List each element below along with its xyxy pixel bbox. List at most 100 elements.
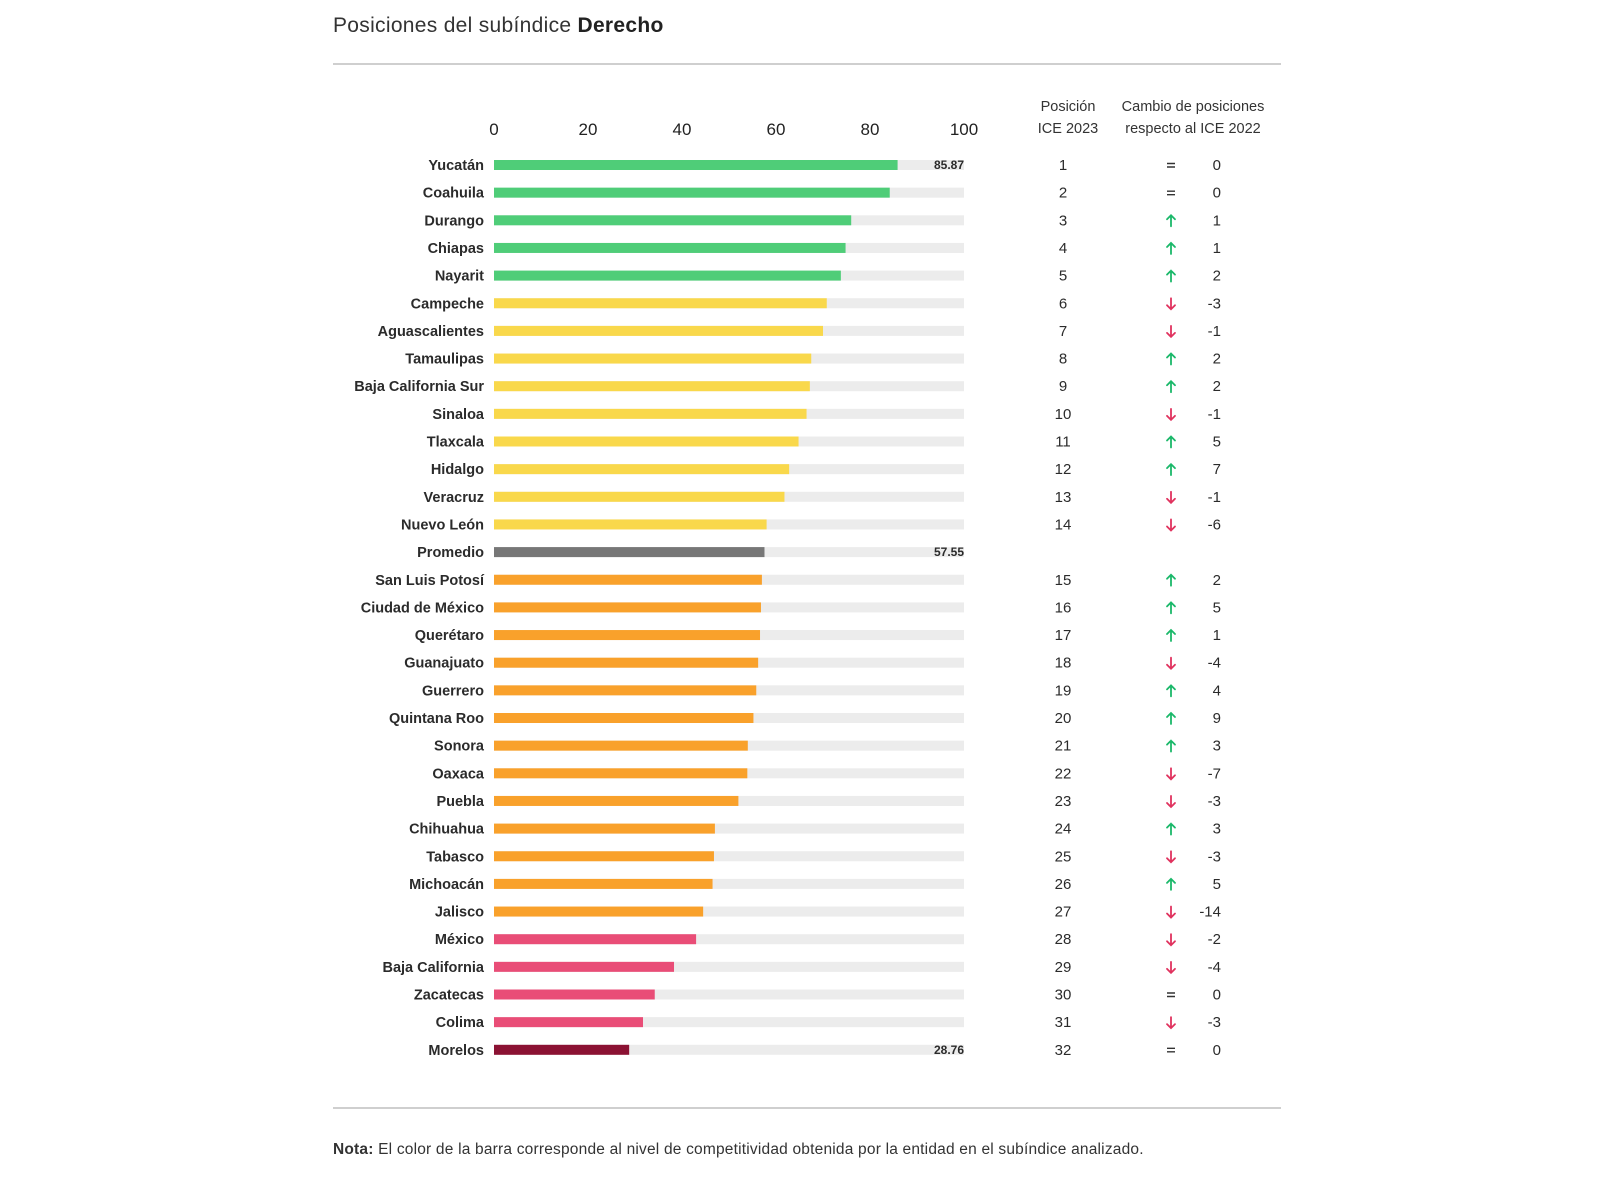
state-label: Oaxaca	[432, 766, 485, 782]
state-label: Veracruz	[424, 490, 484, 506]
x-tick-label: 60	[767, 120, 786, 139]
equal-icon	[1167, 162, 1175, 168]
arrow-down-icon	[1166, 518, 1176, 532]
arrow-down-icon	[1166, 905, 1176, 919]
equal-icon	[1167, 190, 1175, 196]
arrow-down-icon	[1166, 325, 1176, 339]
bar	[494, 768, 748, 779]
position-value: 12	[1055, 461, 1072, 478]
arrow-up-icon	[1166, 214, 1176, 228]
change-value: 0	[1213, 987, 1221, 1004]
state-label: Chihuahua	[409, 822, 485, 838]
chart-title-bold: Derecho	[577, 14, 664, 37]
change-value: 5	[1213, 434, 1221, 451]
position-value: 8	[1059, 351, 1067, 368]
bar	[494, 630, 761, 641]
bar	[494, 934, 697, 945]
change-value: -6	[1208, 516, 1221, 533]
position-value: 6	[1059, 295, 1067, 312]
change-value: 1	[1213, 627, 1221, 644]
change-value: -1	[1208, 489, 1221, 506]
x-tick-label: 0	[489, 120, 498, 139]
bar-track	[494, 1017, 964, 1028]
change-value: 9	[1213, 710, 1221, 727]
chart-title: Posiciones del subíndice Derecho	[333, 14, 664, 38]
position-value: 29	[1055, 959, 1072, 976]
position-value: 26	[1055, 876, 1072, 893]
change-value: 7	[1213, 461, 1221, 478]
bar	[494, 823, 715, 834]
change-header-line2: respecto al ICE 2022	[1125, 121, 1261, 137]
change-value: -3	[1208, 295, 1221, 312]
change-value: -1	[1208, 323, 1221, 340]
position-value: 10	[1055, 406, 1072, 423]
arrow-up-icon	[1166, 601, 1176, 615]
arrow-up-icon	[1166, 352, 1176, 366]
position-value: 15	[1055, 572, 1072, 589]
bar	[494, 547, 765, 558]
state-label: Tlaxcala	[427, 435, 485, 451]
change-value: 2	[1213, 268, 1221, 285]
state-label: Hidalgo	[431, 462, 484, 478]
position-value: 18	[1055, 655, 1072, 672]
change-value: -1	[1208, 406, 1221, 423]
change-value: 0	[1213, 157, 1221, 174]
value-label: 28.76	[934, 1043, 964, 1057]
position-value: 31	[1055, 1014, 1072, 1031]
x-tick-label: 80	[861, 120, 880, 139]
bar-track	[494, 823, 964, 834]
position-value: 14	[1055, 516, 1072, 533]
position-value: 25	[1055, 848, 1072, 865]
position-value: 11	[1055, 434, 1071, 451]
position-value: 17	[1055, 627, 1072, 644]
state-label: Guanajuato	[404, 656, 484, 672]
top-divider	[333, 63, 1281, 65]
value-label: 85.87	[934, 158, 964, 172]
change-column-header: Cambio de posiciones respecto al ICE 202…	[1108, 96, 1278, 140]
position-value: 7	[1059, 323, 1067, 340]
position-value: 16	[1055, 599, 1072, 616]
arrow-down-icon	[1166, 767, 1176, 781]
change-value: 2	[1213, 378, 1221, 395]
arrow-up-icon	[1166, 573, 1176, 587]
arrow-down-icon	[1166, 850, 1176, 864]
equal-icon	[1167, 1047, 1175, 1053]
arrow-down-icon	[1166, 490, 1176, 505]
state-label: Tamaulipas	[405, 352, 484, 368]
position-value: 32	[1055, 1042, 1072, 1059]
position-value: 21	[1055, 738, 1072, 755]
arrow-up-icon	[1166, 241, 1176, 255]
arrow-up-icon	[1166, 877, 1176, 891]
arrow-up-icon	[1166, 269, 1176, 283]
state-label: Guerrero	[422, 683, 484, 699]
bar	[494, 381, 810, 392]
bar	[494, 657, 759, 668]
state-label: Quintana Roo	[389, 711, 484, 727]
arrow-up-icon	[1166, 711, 1176, 725]
state-label: Promedio	[417, 545, 484, 561]
position-column-header: Posición ICE 2023	[1018, 96, 1118, 140]
position-value: 30	[1055, 987, 1072, 1004]
arrow-up-icon	[1166, 435, 1176, 449]
bar	[494, 989, 655, 1000]
state-label: Puebla	[436, 794, 484, 810]
bar-track	[494, 878, 964, 889]
arrow-down-icon	[1166, 407, 1176, 422]
position-value: 5	[1059, 268, 1067, 285]
arrow-down-icon	[1166, 795, 1176, 809]
change-value: -7	[1208, 765, 1221, 782]
change-value: -4	[1208, 655, 1221, 672]
state-label: Morelos	[428, 1043, 484, 1059]
state-label: Sinaloa	[432, 407, 485, 423]
bar	[494, 961, 675, 972]
bar	[494, 242, 846, 253]
bar	[494, 215, 852, 226]
state-label: Tabasco	[426, 849, 484, 865]
position-value: 23	[1055, 793, 1072, 810]
state-label: Baja California Sur	[354, 379, 484, 395]
equal-icon	[1167, 992, 1175, 998]
state-label: Colima	[436, 1015, 485, 1031]
bar	[494, 160, 898, 170]
bar	[494, 906, 704, 917]
